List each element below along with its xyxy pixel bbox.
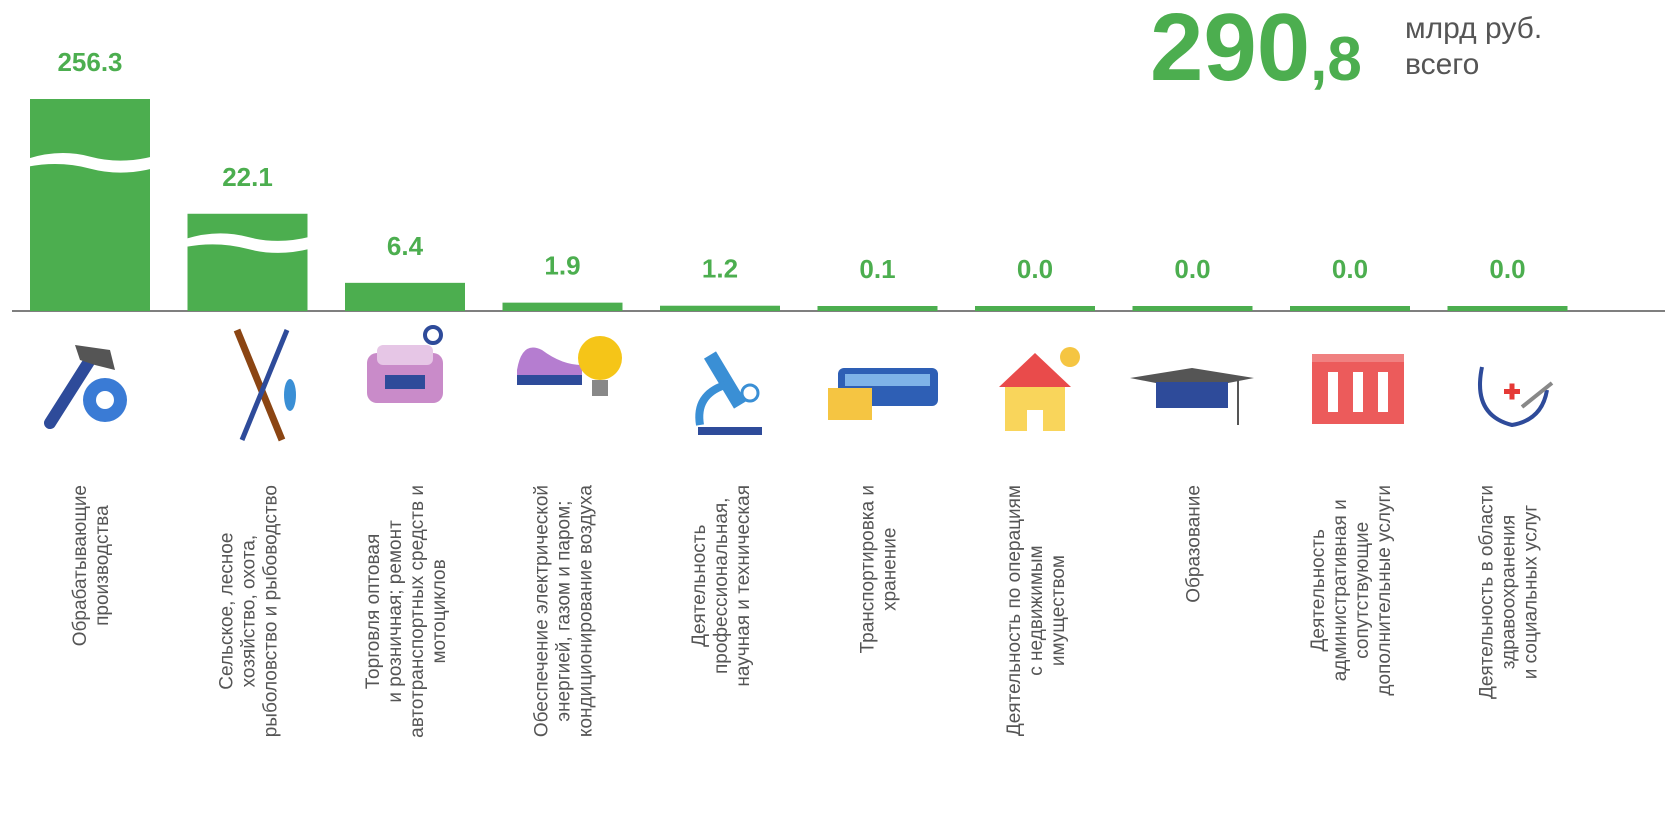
chart: 290,8 млрд руб. всего — [0, 0, 1665, 833]
value-label: 0.0 — [1017, 254, 1053, 284]
value-label: 0.0 — [1174, 254, 1210, 284]
bar — [30, 99, 150, 311]
category-label-line: Деятельность — [689, 525, 710, 647]
bar — [660, 306, 780, 311]
category-label-line: сопутствующие — [1352, 522, 1373, 659]
category-label: Образование — [1184, 485, 1205, 603]
value-label: 6.4 — [387, 231, 424, 261]
category-label-line: Деятельность в области — [1477, 485, 1498, 699]
value-label: 256.3 — [57, 47, 122, 77]
category-label-line: Торговля оптовая — [363, 534, 384, 689]
value-label: 0.1 — [859, 254, 895, 284]
value-label: 1.2 — [702, 254, 738, 284]
icon-manufacturing — [50, 345, 127, 423]
category-label-line: административная и — [1330, 499, 1351, 681]
category-label-line: автотранспортных средств и — [407, 485, 428, 738]
icon-health — [1480, 367, 1552, 425]
category-label-line: Образование — [1184, 485, 1205, 603]
icon-real-estate — [999, 347, 1080, 431]
bar — [503, 303, 623, 311]
unit-label: млрд руб. — [1405, 12, 1542, 45]
category-label-line: Сельское, лесное — [217, 533, 238, 690]
category-label-line: и розничная; ремонт — [385, 520, 406, 703]
icon-administrative — [1312, 354, 1404, 424]
category-label-line: хранение — [880, 528, 901, 611]
category-label-line: энергией, газом и паром; — [554, 501, 575, 722]
category-label-line: производства — [92, 505, 113, 626]
category-label-line: хозяйство, охота, — [239, 535, 260, 688]
bar — [975, 306, 1095, 311]
header: 290,8 млрд руб. всего — [1150, 0, 1542, 101]
bar — [818, 306, 938, 311]
category-label-line: профессиональная, — [711, 498, 732, 674]
icons — [50, 327, 1552, 440]
bar — [1290, 306, 1410, 311]
bar — [1133, 306, 1253, 311]
category-label-line: кондиционирование воздуха — [576, 485, 597, 737]
icon-energy — [517, 336, 622, 396]
value-label: 0.0 — [1332, 254, 1368, 284]
category-label-line: научная и техническая — [733, 485, 754, 687]
category-label-line: Транспортировка и — [858, 485, 879, 653]
category-label-line: Обеспечение электрической — [532, 485, 553, 737]
category-label-line: рыболовство и рыбоводство — [261, 485, 282, 737]
category-label-line: дополнительные услуги — [1374, 485, 1395, 696]
category-label-line: мотоциклов — [429, 559, 450, 663]
icon-education — [1130, 368, 1254, 425]
value-label: 22.1 — [222, 162, 273, 192]
category-label-line: и социальных услуг — [1521, 505, 1542, 680]
category-label-line: Деятельность — [1308, 529, 1329, 651]
category-label-line: здравоохранения — [1499, 515, 1520, 669]
category-label-line: Обрабатывающие — [70, 485, 91, 646]
category-label-line: с недвижимым — [1026, 545, 1047, 675]
total-value: 290,8 — [1150, 0, 1362, 101]
icon-trade — [367, 327, 443, 403]
page: {"chart_data": { "type": "bar", "total":… — [0, 0, 1665, 833]
category-label-line: Деятельность по операциям — [1004, 485, 1025, 736]
total-note: всего — [1405, 48, 1479, 81]
bar — [345, 283, 465, 311]
category-label-line: имуществом — [1048, 555, 1069, 666]
bar — [188, 214, 308, 311]
icon-science — [698, 355, 762, 435]
value-label: 0.0 — [1489, 254, 1525, 284]
icon-transport — [828, 368, 938, 420]
icon-agriculture — [237, 330, 296, 440]
value-label: 1.9 — [544, 251, 580, 281]
bar — [1448, 306, 1568, 311]
